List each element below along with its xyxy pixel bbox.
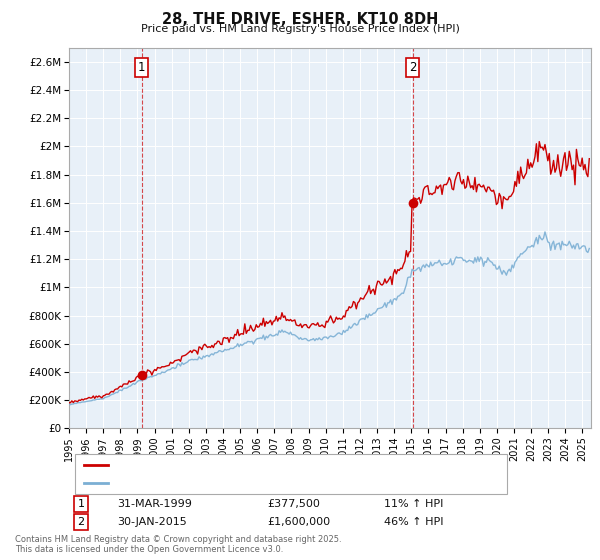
Text: 1: 1: [77, 499, 85, 509]
Text: 11% ↑ HPI: 11% ↑ HPI: [384, 499, 443, 509]
Text: HPI: Average price, detached house, Elmbridge: HPI: Average price, detached house, Elmb…: [114, 478, 360, 488]
Text: Contains HM Land Registry data © Crown copyright and database right 2025.
This d: Contains HM Land Registry data © Crown c…: [15, 535, 341, 554]
Text: 28, THE DRIVE, ESHER, KT10 8DH: 28, THE DRIVE, ESHER, KT10 8DH: [162, 12, 438, 27]
Text: 46% ↑ HPI: 46% ↑ HPI: [384, 517, 443, 527]
Text: Price paid vs. HM Land Registry's House Price Index (HPI): Price paid vs. HM Land Registry's House …: [140, 24, 460, 34]
Text: 2: 2: [77, 517, 85, 527]
Text: 1: 1: [138, 61, 145, 74]
Text: 28, THE DRIVE, ESHER, KT10 8DH (detached house): 28, THE DRIVE, ESHER, KT10 8DH (detached…: [114, 460, 383, 470]
Text: 31-MAR-1999: 31-MAR-1999: [117, 499, 192, 509]
Text: 30-JAN-2015: 30-JAN-2015: [117, 517, 187, 527]
Text: 2: 2: [409, 61, 416, 74]
Text: £1,600,000: £1,600,000: [267, 517, 330, 527]
Text: £377,500: £377,500: [267, 499, 320, 509]
